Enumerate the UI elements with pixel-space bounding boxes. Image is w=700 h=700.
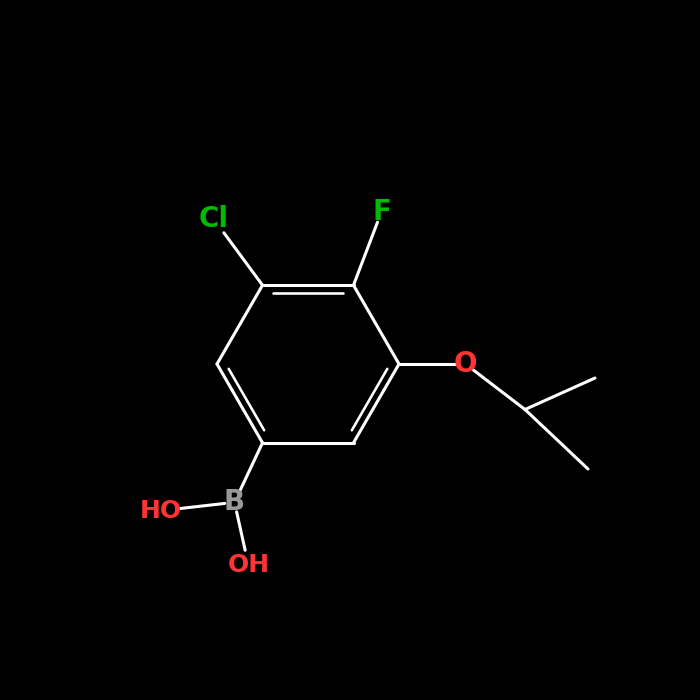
Text: O: O — [454, 350, 477, 378]
Text: Cl: Cl — [199, 204, 228, 232]
Text: F: F — [372, 197, 391, 225]
Text: HO: HO — [140, 498, 182, 523]
Text: OH: OH — [228, 553, 270, 578]
Text: B: B — [224, 489, 245, 517]
